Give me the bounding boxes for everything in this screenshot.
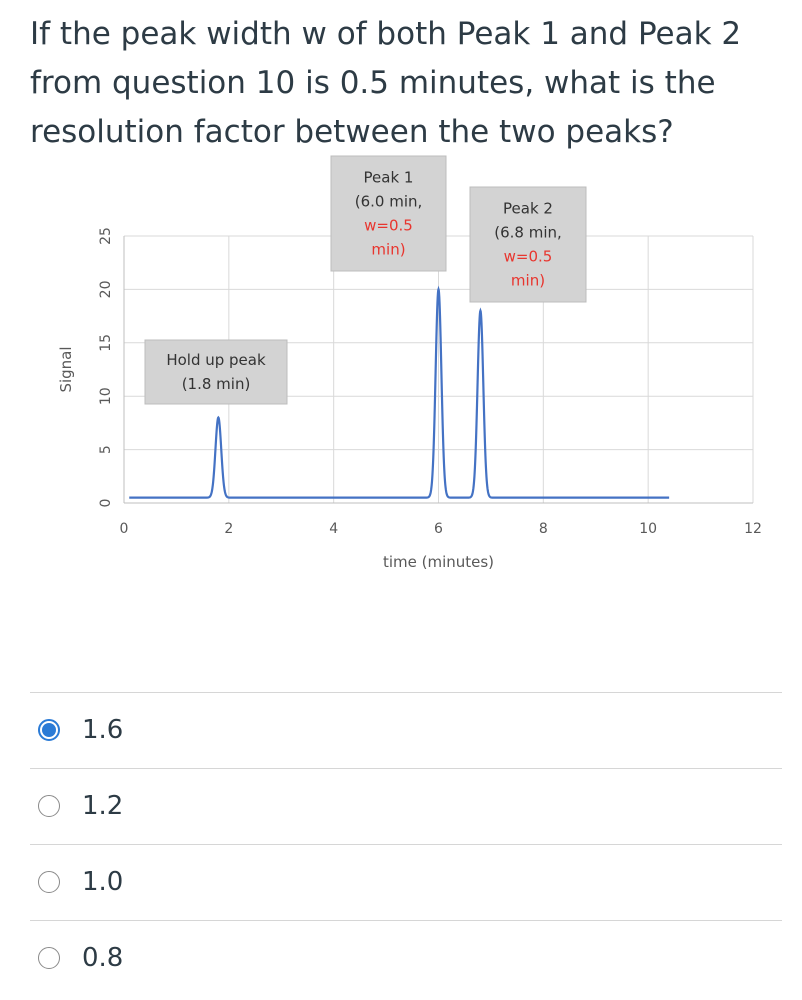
y-tick-label: 0 bbox=[98, 499, 114, 508]
peak-2-annotation-text: w=0.5 bbox=[504, 248, 553, 266]
y-tick-label: 5 bbox=[98, 445, 114, 454]
signal-series-line bbox=[129, 285, 670, 499]
peak-2-annotation-text: min) bbox=[511, 272, 545, 290]
x-tick-label: 6 bbox=[434, 521, 443, 537]
divider bbox=[30, 844, 782, 845]
x-tick-label: 8 bbox=[539, 521, 548, 537]
radio-selected-dot bbox=[42, 723, 56, 737]
y-tick-label: 25 bbox=[98, 227, 114, 245]
y-tick-label: 10 bbox=[98, 387, 114, 405]
peak-2-annotation-text: (6.8 min, bbox=[494, 224, 562, 242]
peak-1-annotation-text: min) bbox=[371, 241, 405, 259]
hold-up-peak-annotation-box bbox=[144, 339, 288, 405]
answer-label: 1.0 bbox=[82, 867, 124, 897]
y-tick-label: 20 bbox=[98, 280, 114, 298]
question-text: If the peak width w of both Peak 1 and P… bbox=[30, 16, 742, 150]
answer-label: 1.2 bbox=[82, 791, 124, 821]
peak-2-annotation-text: Peak 2 bbox=[503, 200, 553, 218]
divider bbox=[30, 920, 782, 921]
radio-icon[interactable] bbox=[38, 947, 60, 969]
x-tick-label: 12 bbox=[744, 521, 762, 537]
answer-label: 1.6 bbox=[82, 715, 124, 745]
peak-1-annotation-text: Peak 1 bbox=[364, 169, 414, 187]
radio-icon[interactable] bbox=[38, 871, 60, 893]
answer-option-4[interactable]: 0.8 bbox=[38, 938, 123, 978]
divider bbox=[30, 768, 782, 769]
hold-up-peak-annotation-text: Hold up peak bbox=[166, 351, 266, 369]
chromatogram-chart: 0 2 4 6 8 10 12 0 5 10 15 20 25 time (minutes) Signal H… bbox=[57, 155, 762, 571]
x-tick-label: 10 bbox=[639, 521, 657, 537]
peak-1-annotation-text: w=0.5 bbox=[364, 217, 413, 235]
peak-2-annotation-box bbox=[469, 186, 587, 303]
y-tick-label: 15 bbox=[98, 334, 114, 352]
answer-option-1[interactable]: 1.6 bbox=[38, 710, 123, 750]
x-tick-label: 4 bbox=[329, 521, 338, 537]
radio-icon[interactable] bbox=[38, 795, 60, 817]
answer-label: 0.8 bbox=[82, 943, 124, 973]
peak-1-annotation-box bbox=[330, 155, 447, 272]
answer-option-3[interactable]: 1.0 bbox=[38, 862, 123, 902]
y-axis-label: Signal bbox=[57, 346, 75, 392]
x-tick-label: 0 bbox=[120, 521, 129, 537]
hold-up-peak-annotation-text: (1.8 min) bbox=[182, 375, 251, 393]
peak-1-annotation-text: (6.0 min, bbox=[355, 193, 423, 211]
radio-icon[interactable] bbox=[38, 719, 60, 741]
x-tick-label: 2 bbox=[224, 521, 233, 537]
divider bbox=[30, 692, 782, 693]
answer-option-2[interactable]: 1.2 bbox=[38, 786, 123, 826]
x-axis-label: time (minutes) bbox=[383, 553, 494, 571]
